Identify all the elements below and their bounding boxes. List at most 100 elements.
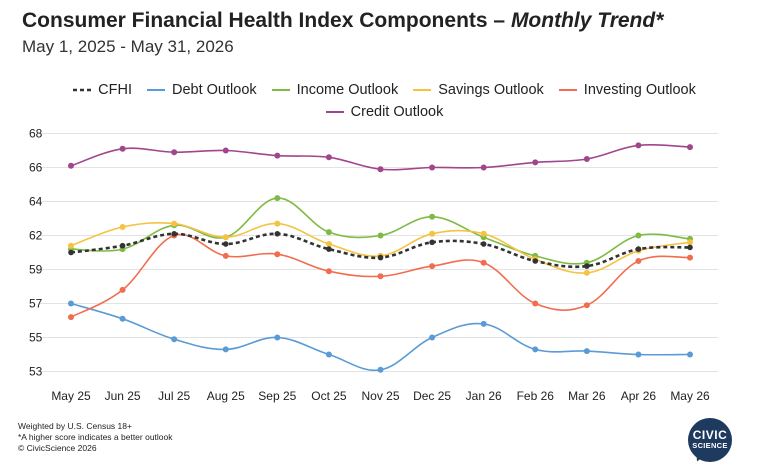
data-point-debt-outlook bbox=[429, 334, 436, 341]
data-point-cfhi bbox=[584, 263, 590, 269]
x-tick-label: Sep 25 bbox=[258, 389, 296, 403]
footnote-weighting: Weighted by U.S. Census 18+ bbox=[18, 421, 132, 431]
data-point-cfhi bbox=[480, 241, 487, 247]
legend-item-income-outlook: Income Outlook bbox=[271, 82, 398, 98]
series-line-cfhi bbox=[70, 232, 691, 269]
data-point-credit-outlook bbox=[68, 162, 74, 169]
data-point-investing-outlook bbox=[583, 302, 590, 309]
data-point-credit-outlook bbox=[377, 166, 384, 173]
legend-swatch bbox=[147, 89, 165, 91]
data-point-cfhi bbox=[68, 249, 74, 256]
series-line-debt-outlook bbox=[70, 302, 691, 372]
data-point-cfhi bbox=[687, 244, 693, 251]
y-tick-label: 53 bbox=[29, 365, 43, 379]
data-point-investing-outlook bbox=[119, 286, 126, 293]
data-point-credit-outlook bbox=[429, 164, 436, 171]
data-point-investing-outlook bbox=[222, 252, 229, 259]
civicscience-logo: CIVIC SCIENCE bbox=[688, 418, 736, 465]
x-tick-label: Feb 26 bbox=[517, 389, 555, 403]
x-tick-label: Jul 25 bbox=[158, 389, 190, 403]
title-main: Consumer Financial Health Index Componen… bbox=[22, 9, 506, 32]
data-point-debt-outlook bbox=[325, 351, 332, 358]
data-point-credit-outlook bbox=[583, 156, 590, 162]
x-tick-label: Apr 26 bbox=[621, 389, 657, 403]
x-tick-label: May 26 bbox=[670, 389, 710, 403]
data-point-credit-outlook bbox=[687, 144, 693, 151]
data-point-debt-outlook bbox=[222, 346, 229, 353]
data-point-savings-outlook bbox=[480, 230, 487, 237]
data-point-debt-outlook bbox=[583, 348, 590, 355]
data-point-credit-outlook bbox=[325, 154, 332, 161]
x-tick-label: Mar 26 bbox=[568, 389, 606, 403]
data-point-investing-outlook bbox=[274, 251, 281, 258]
data-point-investing-outlook bbox=[480, 259, 487, 266]
data-point-cfhi bbox=[222, 241, 229, 247]
legend-item-savings-outlook: Savings Outlook bbox=[412, 82, 544, 98]
x-tick-label: Nov 25 bbox=[361, 389, 399, 403]
data-point-cfhi bbox=[532, 258, 539, 264]
data-point-income-outlook bbox=[429, 213, 436, 220]
chart-legend: CFHI Debt Outlook Income Outlook Savings Ou… bbox=[0, 80, 768, 124]
legend-swatch bbox=[558, 89, 577, 91]
data-point-debt-outlook bbox=[635, 351, 642, 358]
legend-row: Credit Outlook bbox=[0, 102, 768, 122]
data-point-investing-outlook bbox=[68, 314, 74, 321]
data-point-savings-outlook bbox=[687, 239, 693, 246]
x-tick-label: Jun 25 bbox=[105, 389, 141, 403]
legend-swatch bbox=[271, 89, 290, 91]
data-point-credit-outlook bbox=[532, 159, 539, 166]
data-point-cfhi bbox=[635, 246, 642, 252]
y-tick-label: 62 bbox=[29, 229, 43, 243]
data-point-investing-outlook bbox=[687, 254, 693, 261]
chart-title: Consumer Financial Health Index Componen… bbox=[22, 9, 663, 33]
legend-swatch bbox=[413, 89, 432, 91]
data-point-credit-outlook bbox=[222, 147, 229, 154]
data-point-debt-outlook bbox=[274, 334, 281, 341]
logo-bubble bbox=[688, 418, 732, 462]
data-point-debt-outlook bbox=[119, 315, 126, 322]
data-point-debt-outlook bbox=[687, 351, 693, 358]
x-tick-label: Jan 26 bbox=[466, 389, 502, 403]
data-point-credit-outlook bbox=[274, 152, 281, 159]
y-tick-label: 64 bbox=[29, 195, 43, 209]
legend-row: CFHI Debt Outlook Income Outlook Savings Ou… bbox=[0, 80, 768, 100]
data-point-debt-outlook bbox=[377, 366, 384, 373]
data-point-debt-outlook bbox=[532, 346, 539, 353]
data-point-savings-outlook bbox=[274, 220, 281, 227]
data-point-credit-outlook bbox=[171, 149, 178, 156]
data-point-debt-outlook bbox=[480, 320, 487, 327]
data-point-investing-outlook bbox=[635, 258, 642, 264]
title-italic: Monthly Trend* bbox=[510, 9, 664, 32]
x-tick-label: Dec 25 bbox=[413, 389, 451, 403]
data-point-savings-outlook bbox=[171, 220, 178, 227]
y-tick-label: 66 bbox=[29, 161, 43, 175]
legend-item-debt-outlook: Debt Outlook bbox=[146, 82, 257, 98]
legend-swatch bbox=[325, 111, 344, 113]
y-tick-label: 57 bbox=[29, 297, 43, 311]
data-point-cfhi bbox=[274, 231, 281, 237]
data-point-income-outlook bbox=[635, 232, 642, 239]
data-point-investing-outlook bbox=[532, 300, 539, 307]
data-point-debt-outlook bbox=[171, 336, 178, 343]
legend-item-credit-outlook: Credit Outlook bbox=[325, 104, 443, 120]
data-point-income-outlook bbox=[274, 195, 281, 202]
data-point-income-outlook bbox=[377, 232, 384, 239]
data-point-credit-outlook bbox=[635, 142, 642, 149]
y-tick-label: 59 bbox=[29, 263, 43, 277]
x-tick-label: Oct 25 bbox=[311, 389, 347, 403]
footnote-score: *A higher score indicates a better outlo… bbox=[18, 432, 173, 442]
data-point-savings-outlook bbox=[68, 242, 74, 249]
y-tick-label: 68 bbox=[29, 127, 43, 141]
data-point-savings-outlook bbox=[119, 224, 126, 230]
data-point-cfhi bbox=[119, 242, 126, 249]
data-point-debt-outlook bbox=[68, 300, 74, 307]
x-tick-label: May 25 bbox=[51, 389, 91, 403]
logo-line-1: CIVIC bbox=[692, 428, 728, 442]
legend-swatch bbox=[73, 88, 92, 92]
data-point-investing-outlook bbox=[377, 273, 384, 280]
legend-label: CFHI bbox=[98, 82, 132, 98]
legend-item-cfhi: CFHI bbox=[72, 82, 132, 98]
logo-line-2: SCIENCE bbox=[692, 441, 728, 450]
data-point-income-outlook bbox=[325, 229, 332, 236]
